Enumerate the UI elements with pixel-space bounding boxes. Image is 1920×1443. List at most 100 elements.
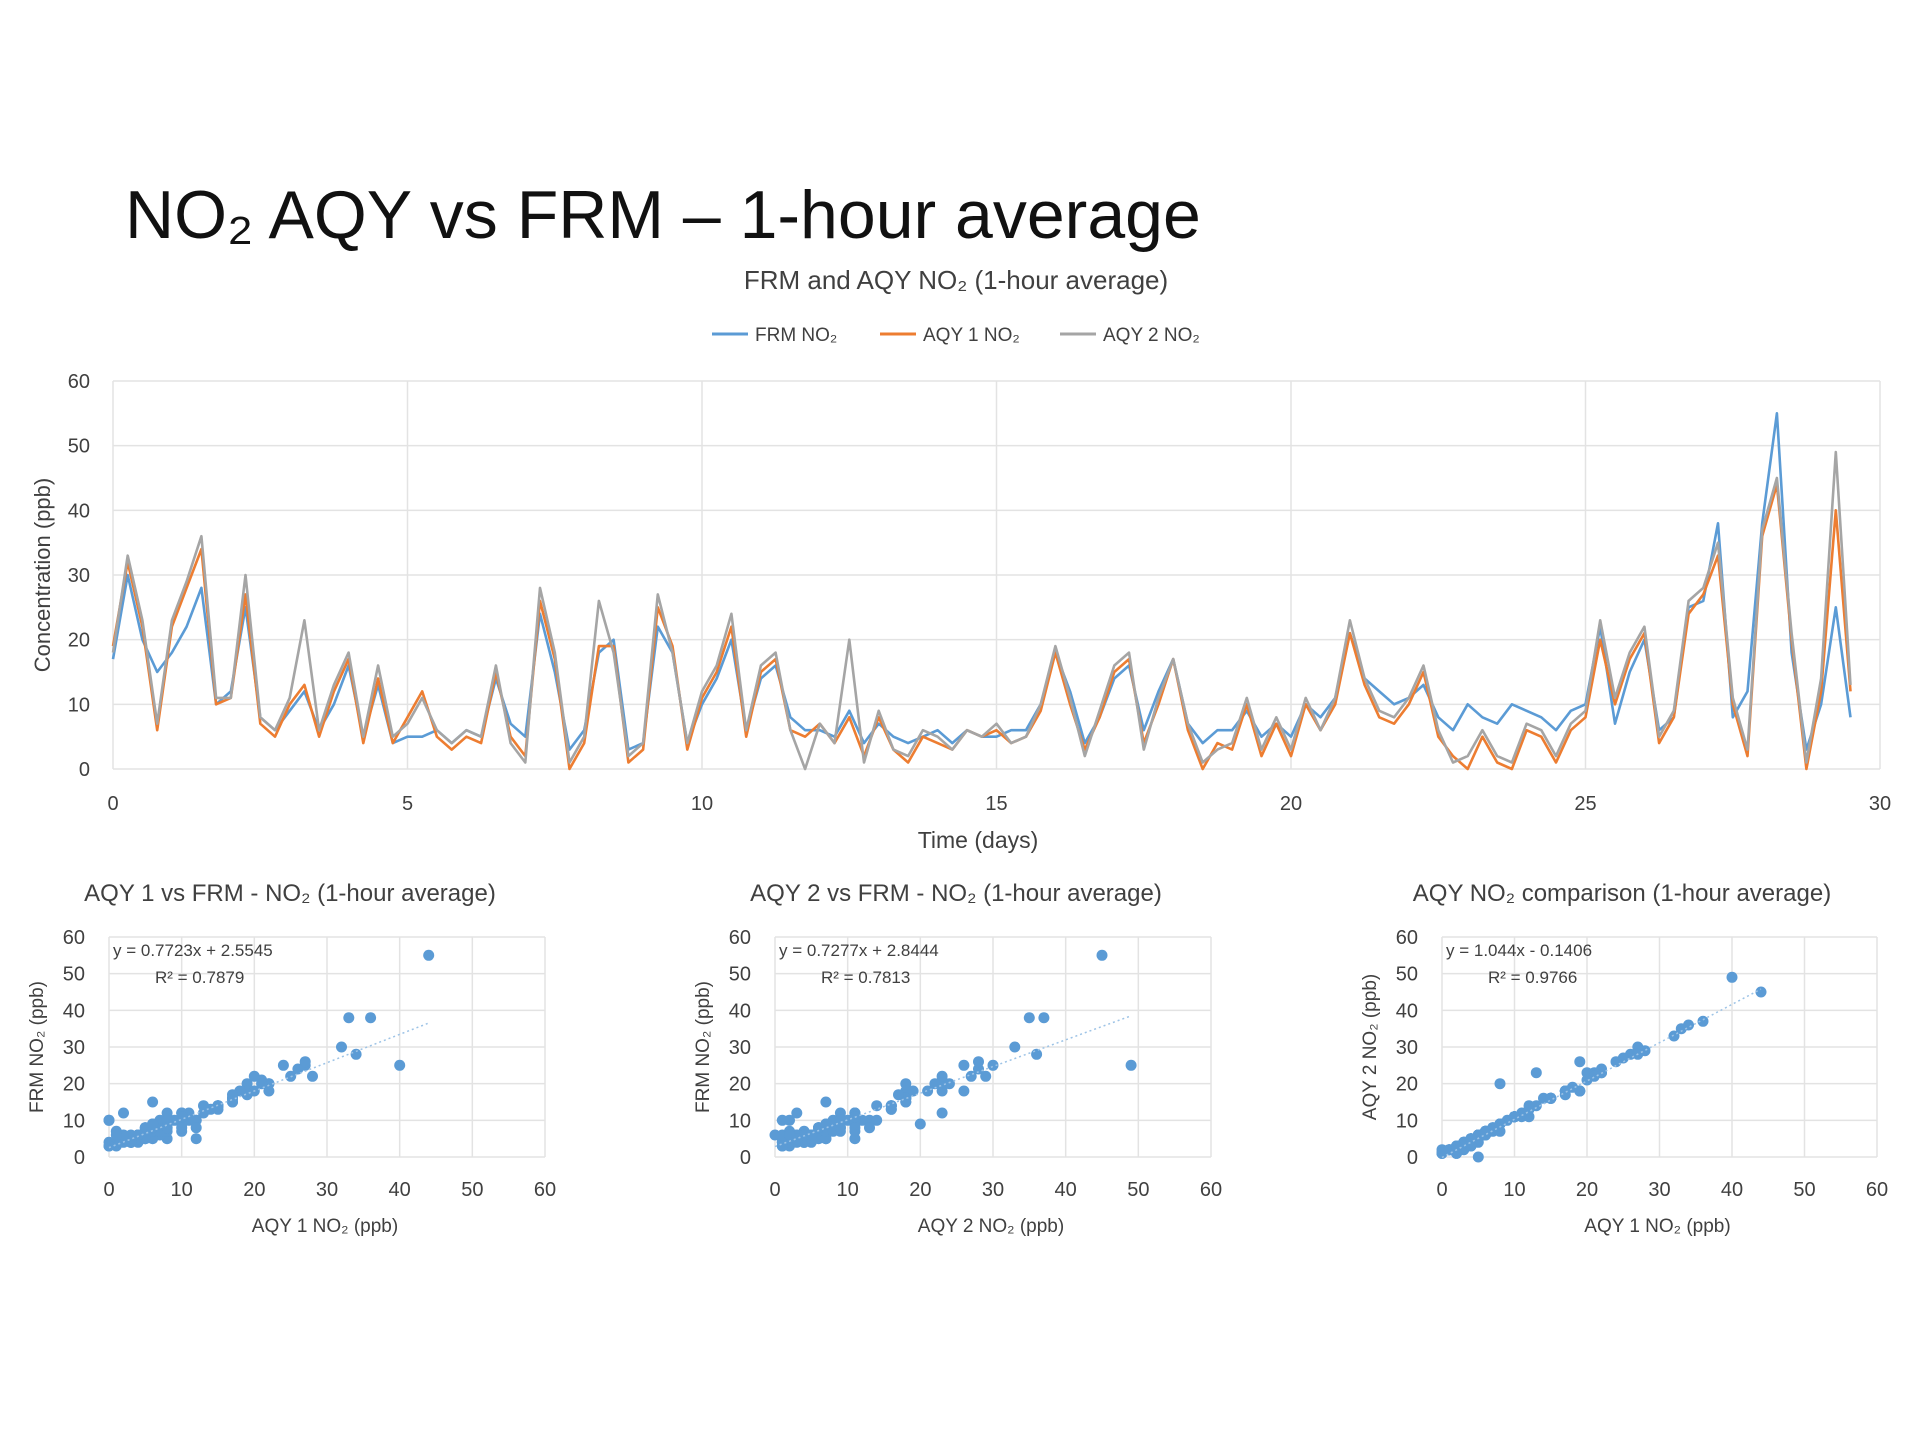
- y-tick-label: 40: [1396, 1000, 1418, 1022]
- y-axis-label: AQY 2 NO₂ (ppb): [1360, 974, 1381, 1120]
- x-tick-label: 10: [1503, 1179, 1525, 1201]
- y-tick-label: 30: [68, 565, 90, 587]
- x-tick-label: 0: [769, 1179, 780, 1201]
- y-tick-label: 40: [729, 1000, 751, 1022]
- scatter-point: [1494, 1118, 1506, 1130]
- trendline-equation: y = 1.044x - 0.1406: [1446, 941, 1592, 960]
- scatter-point: [343, 1012, 355, 1024]
- r-squared-label: R² = 0.7879: [155, 968, 244, 987]
- scatter-point: [929, 1078, 941, 1090]
- x-tick-label: 30: [316, 1179, 338, 1201]
- scatter-point: [336, 1041, 347, 1053]
- x-tick-label: 30: [1869, 793, 1891, 815]
- x-axis-label: AQY 1 NO₂ (ppb): [252, 1216, 398, 1237]
- trendline-equation: y = 0.7277x + 2.8444: [779, 941, 939, 960]
- x-tick-label: 10: [171, 1179, 193, 1201]
- y-tick-label: 20: [1396, 1074, 1418, 1096]
- x-tick-label: 10: [837, 1179, 859, 1201]
- y-tick-label: 20: [63, 1074, 85, 1096]
- scatter-point: [1023, 1012, 1035, 1024]
- y-tick-label: 60: [1396, 927, 1418, 949]
- x-tick-label: 5: [402, 793, 413, 815]
- scatter-point: [190, 1133, 202, 1145]
- time-series-chart: FRM and AQY NO₂ (1-hour average) 0 10 20 30 4…: [30, 265, 1891, 853]
- y-tick-label: 0: [74, 1147, 85, 1169]
- scatter-point: [965, 1070, 977, 1082]
- scatter-point: [307, 1070, 318, 1082]
- y-tick-label: 10: [63, 1110, 85, 1132]
- scatter-point: [820, 1118, 832, 1130]
- y-tick-label: 50: [729, 964, 751, 986]
- scatter-point: [1436, 1147, 1448, 1159]
- scatter-point: [190, 1122, 202, 1134]
- x-tick-label: 60: [1866, 1179, 1888, 1201]
- y-tick-label: 40: [63, 1000, 85, 1022]
- scatter-point: [936, 1070, 948, 1082]
- scatter-point: [1545, 1092, 1557, 1104]
- scatter-point: [147, 1096, 159, 1108]
- y-tick-label: 60: [63, 927, 85, 949]
- scatter-point: [1125, 1059, 1137, 1071]
- y-axis-label: Concentration (ppb): [30, 478, 55, 672]
- scatter-point: [1675, 1023, 1687, 1035]
- scatter-point: [900, 1096, 912, 1108]
- y-tick-label: 30: [729, 1037, 751, 1059]
- scatter-point: [907, 1085, 919, 1097]
- scatter-point: [1480, 1125, 1491, 1137]
- scatter-point: [1559, 1085, 1571, 1097]
- scatter-title: AQY 1 vs FRM - NO₂ (1-hour average): [84, 880, 496, 907]
- scatter-point: [1755, 986, 1767, 998]
- scatter-title: AQY NO₂ comparison (1-hour average): [1413, 880, 1831, 907]
- scatter-aqy-comparison: AQY NO₂ comparison (1-hour average) 0 10 20…: [1360, 880, 1888, 1237]
- scatter-point: [1530, 1067, 1542, 1079]
- y-tick-label: 20: [729, 1074, 751, 1096]
- y-tick-label: 60: [729, 927, 751, 949]
- scatter-point: [1523, 1103, 1535, 1115]
- x-tick-label: 50: [1793, 1179, 1815, 1201]
- scatter-point: [176, 1111, 188, 1123]
- x-tick-label: 0: [103, 1179, 114, 1201]
- scatter-point: [1726, 971, 1738, 983]
- scatter-point: [423, 949, 435, 961]
- x-tick-label: 0: [107, 793, 118, 815]
- scatter-point: [103, 1140, 115, 1152]
- scatter-point: [1472, 1151, 1484, 1163]
- scatter-point: [820, 1096, 832, 1108]
- y-tick-label: 20: [68, 630, 90, 652]
- legend-label-aqy1: AQY 1 NO₂: [923, 325, 1020, 346]
- scatter-point: [1581, 1074, 1593, 1086]
- scatter-aqy2-vs-frm: AQY 2 vs FRM - NO₂ (1-hour average) 0 10 20…: [693, 880, 1222, 1237]
- scatter-point: [1574, 1056, 1586, 1068]
- scatter-point: [1038, 1012, 1050, 1024]
- trendline-equation: y = 0.7723x + 2.5545: [113, 941, 273, 960]
- x-tick-label: 20: [1576, 1179, 1598, 1201]
- x-axis-label: Time (days): [918, 827, 1039, 853]
- x-tick-label: 30: [982, 1179, 1004, 1201]
- scatter-point: [1697, 1015, 1709, 1027]
- y-axis-label: FRM NO₂ (ppb): [27, 981, 48, 1113]
- x-tick-label: 40: [1721, 1179, 1743, 1201]
- scatter-point: [1031, 1048, 1043, 1060]
- scatter-point: [958, 1059, 970, 1071]
- scatter-point: [834, 1122, 846, 1134]
- scatter-point: [110, 1129, 122, 1141]
- scatter-point: [277, 1059, 289, 1071]
- scatter-point: [973, 1056, 984, 1068]
- scatter-point: [212, 1103, 224, 1115]
- y-tick-label: 50: [1396, 964, 1418, 986]
- scatter-point: [299, 1056, 311, 1068]
- scatter-point: [805, 1129, 817, 1141]
- scatter-point: [198, 1100, 209, 1112]
- legend-label-frm: FRM NO₂: [755, 325, 837, 346]
- x-tick-label: 15: [985, 793, 1007, 815]
- scatter-point: [1494, 1078, 1506, 1090]
- scatter-point: [161, 1122, 173, 1134]
- y-tick-label: 40: [68, 500, 90, 522]
- y-axis-label: FRM NO₂ (ppb): [693, 981, 714, 1113]
- scatter-point: [871, 1100, 883, 1112]
- scatter-point: [776, 1114, 788, 1126]
- scatter-point: [1009, 1041, 1021, 1053]
- scatter-point: [871, 1114, 883, 1126]
- scatter-point: [987, 1059, 999, 1071]
